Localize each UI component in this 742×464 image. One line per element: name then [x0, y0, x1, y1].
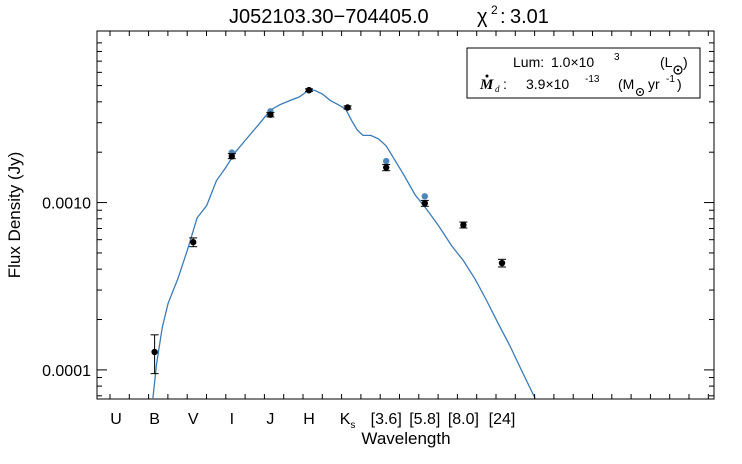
data-points-layer [150, 86, 506, 375]
band-tick-label: H [303, 411, 315, 428]
observed-marker [344, 104, 351, 111]
observed-marker [151, 348, 158, 356]
observed-marker [267, 111, 274, 118]
model-point [421, 193, 428, 200]
y-axis-label: Flux Density (Jy) [5, 152, 24, 279]
observed-marker [190, 238, 197, 246]
band-tick-label: [3.6] [371, 411, 402, 428]
observed-point [189, 237, 198, 248]
observed-point [343, 104, 352, 111]
band-tick-label: U [110, 411, 122, 428]
band-tick-label: V [188, 411, 199, 428]
legend-lum-label: Lum: [513, 54, 544, 70]
plot-frame [96, 30, 715, 400]
legend-mdot-colon: : [503, 76, 507, 92]
band-tick-label: Ks [340, 411, 356, 431]
observed-point [150, 334, 159, 375]
band-tick-label: I [230, 411, 234, 428]
observed-point [420, 199, 429, 207]
ticks-layer: 0.0001 0.0010 U B V I J H Ks [3.6] [5.8] [8.0] [24] [42, 31, 714, 431]
legend-frame [466, 47, 701, 99]
model-point [383, 157, 390, 165]
band-tick-label: J [266, 411, 274, 428]
svg-text:M: M [479, 77, 494, 93]
legend-mdot-unit-yr: yr [648, 76, 660, 92]
legend-lum-unit-close: ) [683, 54, 688, 70]
observed-marker [305, 86, 313, 94]
svg-text:d: d [495, 84, 500, 94]
chart-title-text: J052103.30−704405.0 [229, 6, 429, 28]
band-tick-label: B [149, 411, 160, 428]
observed-marker [383, 164, 390, 171]
band-tick-label: [24] [489, 411, 516, 428]
model-sed-curve [152, 89, 537, 399]
observed-point [227, 153, 236, 160]
legend-mdot-unit-exponent: -1 [666, 74, 675, 85]
chi2-exponent: 2 [491, 3, 498, 17]
mass-loss-rate-symbol: M d [479, 74, 500, 94]
chart-title: J052103.30−704405.0 χ 2 : 3.01 [229, 3, 549, 28]
y-tick-label: 0.0001 [42, 363, 91, 380]
legend-mdot-value: 3.9×10 [526, 76, 569, 92]
band-tick-label: [5.8] [409, 411, 440, 428]
chi2-symbol: χ [477, 6, 488, 28]
observed-point [266, 111, 275, 118]
legend-lum-value: 1.0×10 [551, 54, 594, 70]
chi2-colon: : [500, 6, 506, 28]
observed-point [459, 221, 468, 229]
sun-symbol-icon [673, 65, 683, 75]
x-axis-label: Wavelength [361, 429, 450, 448]
sun-symbol-icon [635, 87, 645, 97]
legend-mdot-unit-close: ) [677, 76, 682, 92]
observed-point [498, 258, 506, 268]
observed-marker [228, 153, 235, 160]
band-tick-label: [8.0] [448, 411, 479, 428]
observed-point [382, 163, 391, 172]
chi2-value: 3.01 [510, 6, 549, 28]
observed-marker [498, 259, 506, 267]
legend-lum-exponent: 3 [614, 52, 620, 63]
observed-marker [460, 221, 467, 229]
legend-lum-unit-open: (L [660, 54, 673, 70]
model-curve-layer [152, 89, 537, 399]
observed-marker [421, 200, 428, 207]
y-tick-label: 0.0010 [42, 196, 91, 213]
observed-point [305, 86, 313, 94]
legend-box: Lum: 1.0×10 3 (L ) M d : 3.9×10 -13 (M y… [466, 47, 701, 99]
legend-mdot-exponent: -13 [585, 74, 600, 85]
legend-mdot-unit-open: (M [618, 76, 634, 92]
